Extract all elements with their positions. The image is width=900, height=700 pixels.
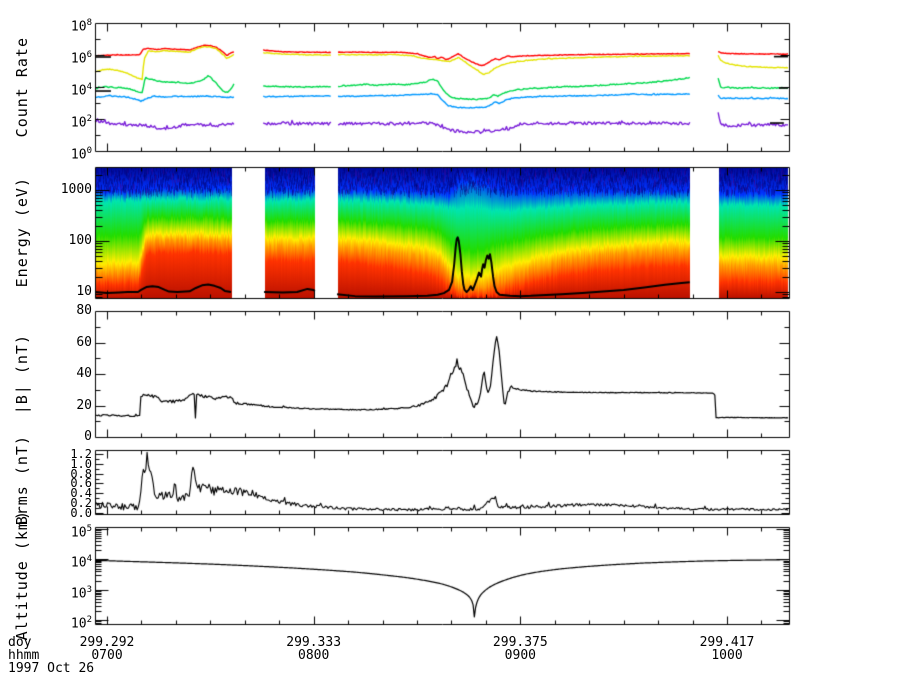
- y-tick-label-count_rate: 106: [70, 50, 92, 67]
- y-tick-label-b_field_magnitude: 20: [76, 397, 92, 413]
- x-tick-hhmm-label: 0800: [298, 648, 330, 663]
- b-magnitude-axis-title-text: |B| (nT): [13, 333, 31, 415]
- y-tick-label-brms: 0.0: [70, 506, 92, 520]
- y-tick-label-brms: 0.6: [70, 476, 92, 491]
- y-tick-label-b_field_magnitude: 0: [84, 429, 92, 444]
- x-tick-doy-label: 299.292: [79, 635, 135, 650]
- brms-axis-title: Brms (nT): [10, 435, 34, 525]
- x-tick-doy-label: 299.375: [492, 635, 548, 650]
- y-tick-label-altitude: 103: [70, 584, 92, 602]
- y-tick-label-b_field_magnitude: 80: [76, 303, 92, 318]
- y-tick-label-energy_spectrogram: 100: [68, 233, 92, 248]
- x-tick-hhmm-label: 1000: [711, 648, 743, 663]
- y-tick-label-altitude: 104: [70, 554, 92, 571]
- y-tick-label-count_rate: 102: [70, 114, 92, 131]
- hhmm-row-label: hhmm: [8, 648, 40, 663]
- y-tick-label-altitude: 105: [70, 524, 92, 541]
- y-tick-label-altitude: 102: [70, 615, 92, 632]
- energy-axis-title-text: Energy (eV): [13, 177, 31, 288]
- y-tick-label-count_rate: 100: [70, 146, 92, 163]
- y-tick-label-count_rate: 104: [70, 82, 92, 99]
- y-tick-label-energy_spectrogram: 10: [76, 284, 92, 299]
- energy-axis-title: Energy (eV): [10, 167, 34, 298]
- y-tick-label-b_field_magnitude: 40: [76, 366, 92, 381]
- altitude-axis-title-text: Altitude (km): [13, 510, 31, 641]
- y-tick-label-energy_spectrogram: 1000: [60, 182, 92, 197]
- date-label: 1997 Oct 26: [8, 661, 95, 676]
- count-rate-axis-title: Count Rate: [10, 23, 34, 151]
- b-magnitude-axis-title: |B| (nT): [10, 311, 34, 437]
- y-tick-label-brms: 0.4: [70, 486, 92, 501]
- x-tick-doy-label: 299.417: [699, 635, 755, 650]
- y-tick-label-count_rate: 108: [70, 18, 92, 35]
- y-tick-label-brms: 1.0: [70, 456, 92, 471]
- y-tick-label-b_field_magnitude: 60: [76, 334, 92, 350]
- y-tick-label-brms: 0.2: [70, 496, 92, 511]
- y-tick-label-brms: 1.2: [70, 446, 92, 461]
- altitude-axis-title: Altitude (km): [10, 510, 34, 640]
- x-tick-hhmm-label: 0700: [91, 648, 123, 663]
- count-rate-axis-title-text: Count Rate: [13, 36, 31, 138]
- y-tick-label-brms: 0.8: [70, 466, 92, 481]
- doy-row-label: doy: [8, 635, 32, 650]
- x-tick-doy-label: 299.333: [286, 635, 342, 650]
- x-tick-hhmm-label: 0900: [504, 648, 536, 663]
